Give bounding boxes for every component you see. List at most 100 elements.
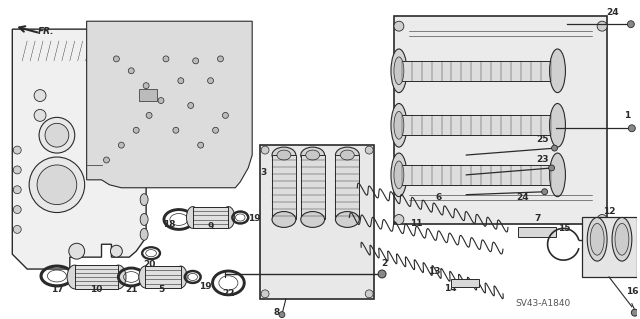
Ellipse shape (306, 150, 319, 160)
Ellipse shape (140, 194, 148, 205)
Circle shape (104, 157, 109, 163)
Ellipse shape (590, 223, 604, 255)
Circle shape (146, 112, 152, 118)
Text: 17: 17 (51, 285, 63, 294)
Circle shape (34, 90, 46, 101)
Circle shape (143, 83, 149, 89)
Bar (399, 165, 557, 185)
Ellipse shape (222, 207, 235, 228)
Text: FR.: FR. (38, 26, 54, 36)
Circle shape (627, 21, 634, 28)
Text: 23: 23 (536, 155, 549, 164)
Circle shape (597, 21, 607, 31)
Circle shape (223, 112, 228, 118)
Text: 1: 1 (624, 111, 630, 120)
Circle shape (378, 270, 386, 278)
Bar (399, 115, 557, 135)
Bar (451, 279, 479, 287)
Circle shape (13, 205, 21, 213)
Circle shape (188, 102, 194, 108)
Circle shape (29, 157, 84, 212)
Circle shape (173, 127, 179, 133)
Ellipse shape (272, 211, 296, 227)
Ellipse shape (394, 57, 404, 85)
Circle shape (13, 146, 21, 154)
Ellipse shape (301, 211, 324, 227)
Text: 12: 12 (603, 206, 615, 216)
Text: 21: 21 (125, 285, 138, 294)
Bar (75, 265, 118, 289)
Bar (518, 227, 556, 237)
Circle shape (279, 312, 285, 318)
Circle shape (548, 165, 554, 171)
Text: SV43-A1840: SV43-A1840 (515, 299, 570, 308)
Circle shape (541, 189, 548, 195)
Circle shape (365, 146, 373, 154)
Ellipse shape (391, 49, 407, 93)
Circle shape (133, 127, 139, 133)
Circle shape (207, 78, 214, 84)
Ellipse shape (391, 153, 407, 197)
Circle shape (45, 123, 69, 147)
Ellipse shape (615, 223, 629, 255)
Text: 13: 13 (428, 267, 441, 276)
Ellipse shape (277, 150, 291, 160)
Ellipse shape (140, 228, 148, 240)
Circle shape (158, 98, 164, 103)
Circle shape (212, 127, 218, 133)
Circle shape (218, 56, 223, 62)
Ellipse shape (111, 265, 126, 289)
Circle shape (597, 214, 607, 225)
Ellipse shape (175, 266, 187, 288)
Text: 16: 16 (626, 287, 638, 296)
Circle shape (111, 245, 122, 257)
Circle shape (13, 166, 21, 174)
Ellipse shape (550, 49, 566, 93)
Ellipse shape (272, 147, 296, 163)
Circle shape (113, 56, 119, 62)
Text: 24: 24 (516, 193, 529, 202)
Circle shape (632, 309, 638, 316)
Circle shape (198, 142, 204, 148)
Text: 11: 11 (410, 219, 423, 228)
Bar (301, 155, 324, 219)
Text: 19: 19 (248, 214, 261, 223)
Circle shape (178, 78, 184, 84)
Text: 3: 3 (260, 168, 266, 177)
Bar (582, 218, 637, 277)
Circle shape (628, 125, 636, 132)
Circle shape (13, 226, 21, 234)
Ellipse shape (612, 218, 632, 261)
Circle shape (394, 214, 404, 225)
Bar (145, 266, 181, 288)
Ellipse shape (140, 213, 148, 226)
Circle shape (37, 165, 77, 204)
Text: 9: 9 (207, 222, 214, 231)
Circle shape (365, 290, 373, 298)
Circle shape (118, 142, 124, 148)
Ellipse shape (139, 266, 152, 288)
Ellipse shape (394, 111, 404, 139)
Circle shape (34, 109, 46, 121)
Circle shape (69, 243, 84, 259)
Text: 8: 8 (274, 308, 280, 317)
Circle shape (193, 58, 198, 64)
Text: 22: 22 (222, 289, 235, 298)
Text: 20: 20 (143, 260, 156, 269)
Text: 18: 18 (163, 220, 175, 229)
Ellipse shape (335, 147, 359, 163)
Bar (260, 145, 374, 299)
Polygon shape (86, 21, 252, 188)
Text: 10: 10 (90, 285, 103, 294)
Text: 5: 5 (158, 285, 164, 294)
Text: 7: 7 (534, 214, 541, 223)
Circle shape (13, 186, 21, 194)
Ellipse shape (340, 150, 355, 160)
Text: 24: 24 (607, 8, 620, 17)
Text: 15: 15 (558, 224, 571, 234)
Circle shape (163, 56, 169, 62)
Bar (193, 207, 228, 228)
Ellipse shape (67, 265, 83, 289)
Bar (335, 155, 359, 219)
Circle shape (394, 21, 404, 31)
